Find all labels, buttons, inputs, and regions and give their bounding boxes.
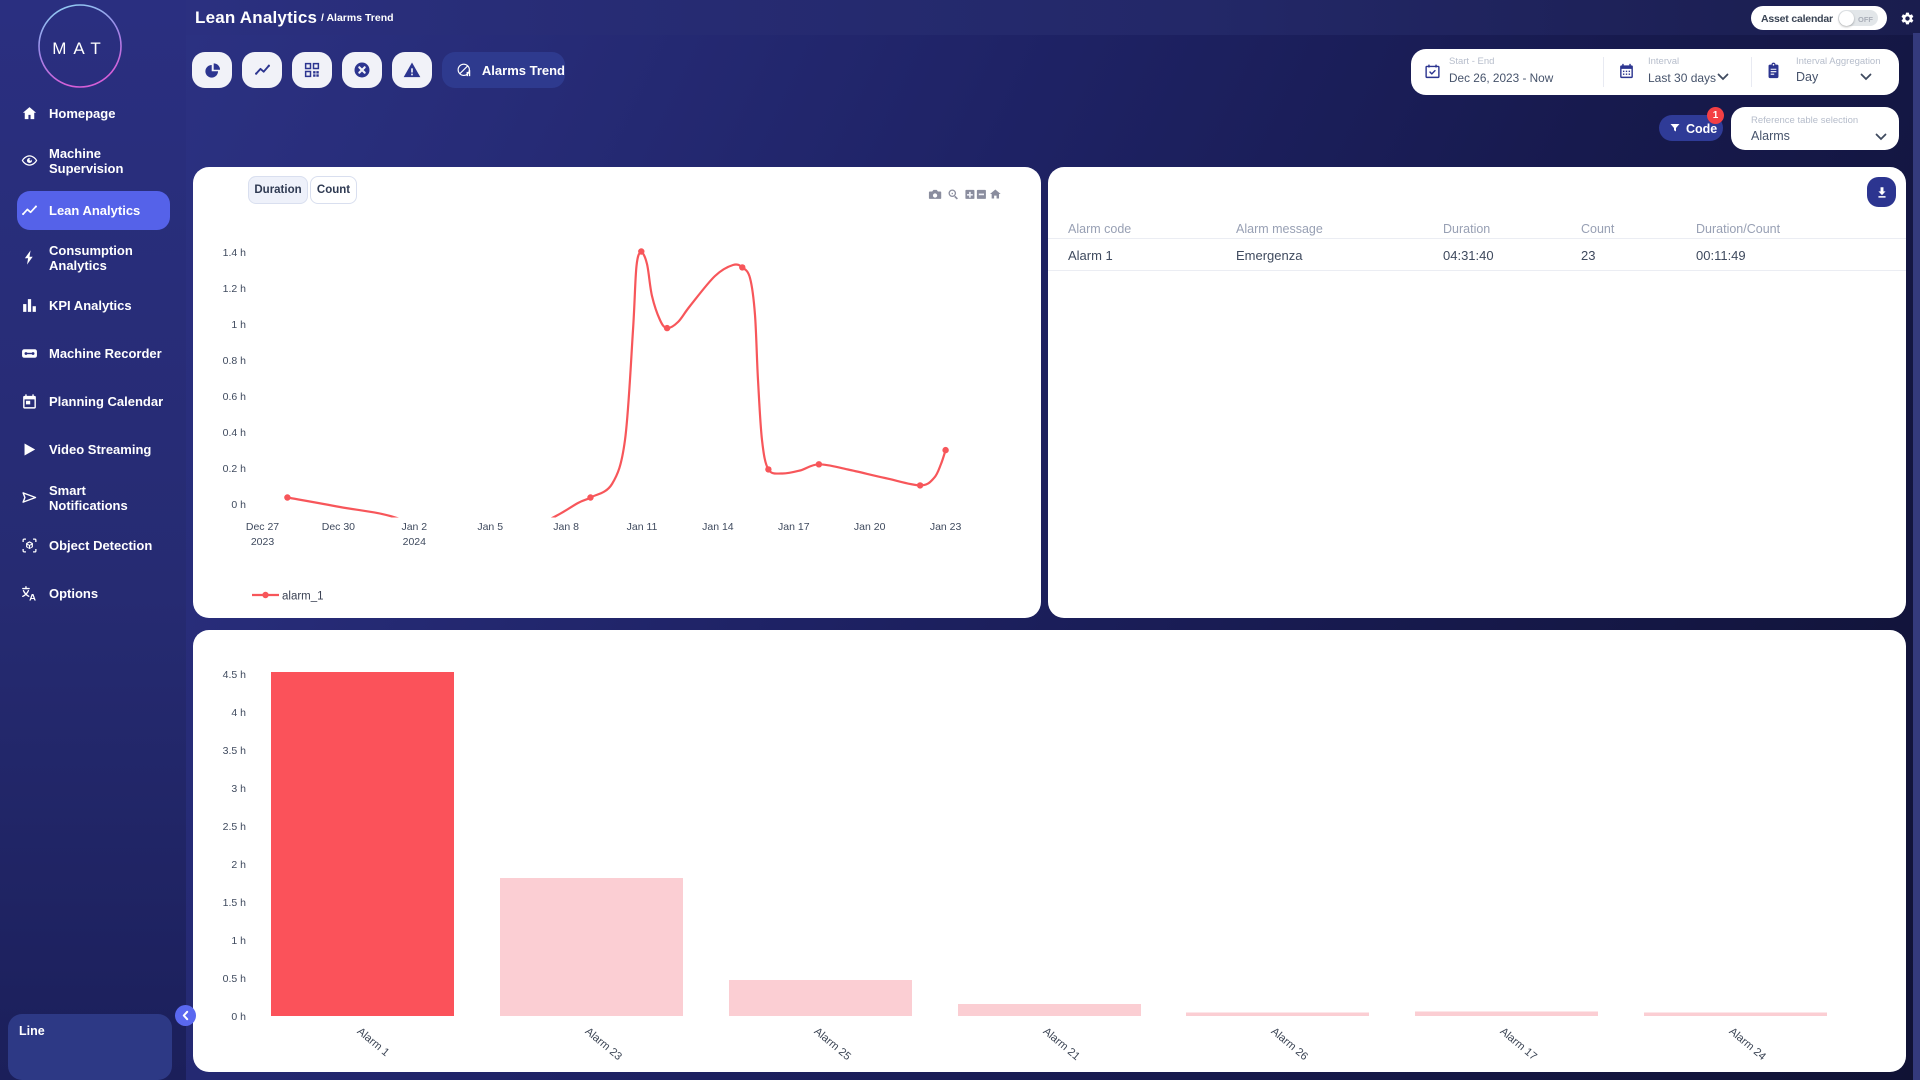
svg-text:Alarm 21: Alarm 21 [1041,1025,1082,1062]
svg-text:Jan 5: Jan 5 [477,521,503,533]
svg-text:3 h: 3 h [231,783,246,795]
svg-text:1 h: 1 h [231,935,246,947]
svg-text:0 h: 0 h [231,1011,246,1023]
svg-text:alarm_1: alarm_1 [282,591,324,603]
svg-text:MAT: MAT [52,39,108,58]
svg-text:Alarm 23: Alarm 23 [583,1025,624,1062]
svg-text:Jan 11: Jan 11 [627,521,658,533]
svg-text:Alarm 17: Alarm 17 [1498,1025,1539,1062]
svg-text:2023: 2023 [251,536,275,548]
svg-text:0.5 h: 0.5 h [223,973,247,985]
svg-text:3.5 h: 3.5 h [223,745,247,757]
svg-text:Dec 27: Dec 27 [246,521,279,533]
svg-text:4 h: 4 h [231,707,246,719]
svg-text:Jan 23: Jan 23 [930,521,962,533]
svg-text:A: A [29,593,36,602]
svg-text:Alarm 1: Alarm 1 [355,1025,392,1059]
svg-text:Dec 30: Dec 30 [322,521,355,533]
svg-text:Jan 14: Jan 14 [702,521,734,533]
svg-text:1 h: 1 h [231,319,246,331]
svg-text:0.4 h: 0.4 h [223,427,247,439]
svg-text:Jan 2: Jan 2 [401,521,427,533]
svg-text:0.6 h: 0.6 h [223,391,247,403]
svg-text:1.2 h: 1.2 h [223,283,247,295]
svg-text:Jan 17: Jan 17 [778,521,810,533]
svg-text:4.5 h: 4.5 h [223,669,247,681]
svg-text:Alarm 26: Alarm 26 [1269,1025,1310,1062]
svg-text:Alarm 24: Alarm 24 [1727,1025,1768,1062]
svg-text:2 h: 2 h [231,859,246,871]
svg-text:0.2 h: 0.2 h [223,463,247,475]
svg-text:Alarm 25: Alarm 25 [812,1025,853,1062]
svg-text:2024: 2024 [403,536,427,548]
svg-text:1.4 h: 1.4 h [223,247,247,259]
svg-text:2.5 h: 2.5 h [223,821,247,833]
svg-text:Jan 8: Jan 8 [553,521,579,533]
svg-text:0 h: 0 h [231,499,246,511]
svg-text:1.5 h: 1.5 h [223,897,247,909]
svg-text:0.8 h: 0.8 h [223,355,247,367]
svg-text:Jan 20: Jan 20 [854,521,886,533]
